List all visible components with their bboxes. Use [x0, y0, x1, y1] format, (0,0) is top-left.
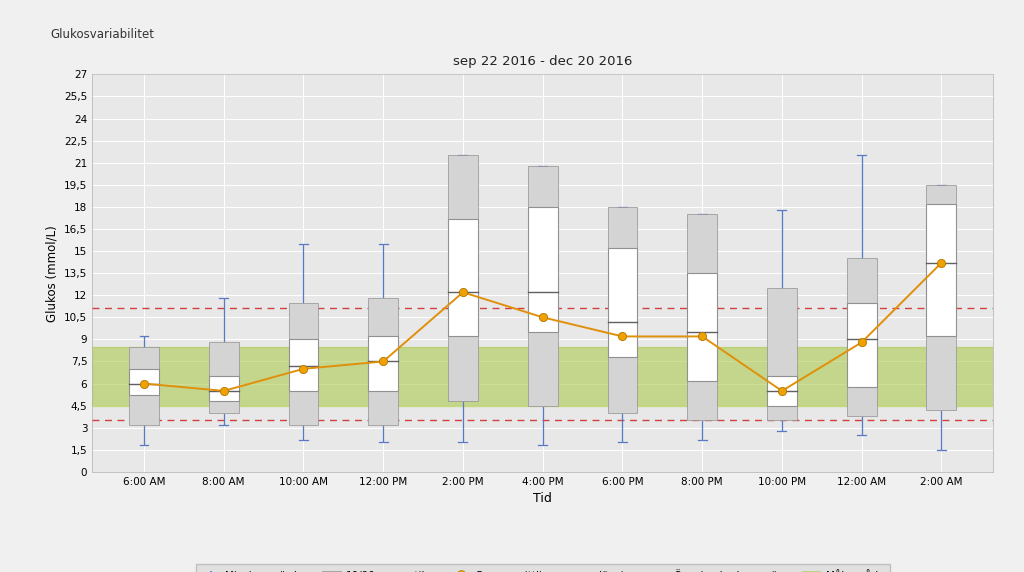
Bar	[369, 298, 398, 425]
Legend: Min-/maxvärden, 10/90-percentilen, Genomsnittlig sensoravläsning, Över/under lar: Min-/maxvärden, 10/90-percentilen, Genom…	[196, 563, 890, 572]
Bar	[847, 303, 877, 387]
Bar	[129, 347, 159, 425]
Bar	[767, 288, 797, 420]
Bar	[209, 376, 239, 401]
Point	[215, 386, 231, 395]
Bar	[527, 207, 558, 332]
Point	[933, 258, 949, 267]
Bar	[449, 219, 478, 336]
Bar	[449, 156, 478, 401]
Bar	[687, 214, 717, 420]
Point	[136, 379, 153, 388]
Bar	[92, 347, 993, 406]
Point	[295, 364, 311, 374]
Bar	[289, 303, 318, 425]
Bar	[847, 259, 877, 416]
Bar	[129, 369, 159, 395]
Bar	[209, 342, 239, 413]
Bar	[527, 166, 558, 406]
Y-axis label: Glukos (mmol/L): Glukos (mmol/L)	[45, 225, 58, 321]
Point	[694, 332, 711, 341]
Bar	[607, 248, 637, 357]
Point	[535, 313, 551, 322]
Text: Glukosvariabilitet: Glukosvariabilitet	[50, 28, 155, 41]
Point	[854, 337, 870, 347]
Bar	[607, 207, 637, 413]
Bar	[927, 185, 956, 410]
Point	[774, 386, 791, 395]
Point	[455, 288, 471, 297]
Point	[614, 332, 631, 341]
Point	[375, 357, 391, 366]
Bar	[767, 376, 797, 406]
Bar	[369, 336, 398, 391]
Title: sep 22 2016 - dec 20 2016: sep 22 2016 - dec 20 2016	[453, 55, 633, 67]
Bar	[927, 204, 956, 336]
Bar	[289, 339, 318, 391]
X-axis label: Tid: Tid	[534, 492, 552, 505]
Bar	[687, 273, 717, 380]
